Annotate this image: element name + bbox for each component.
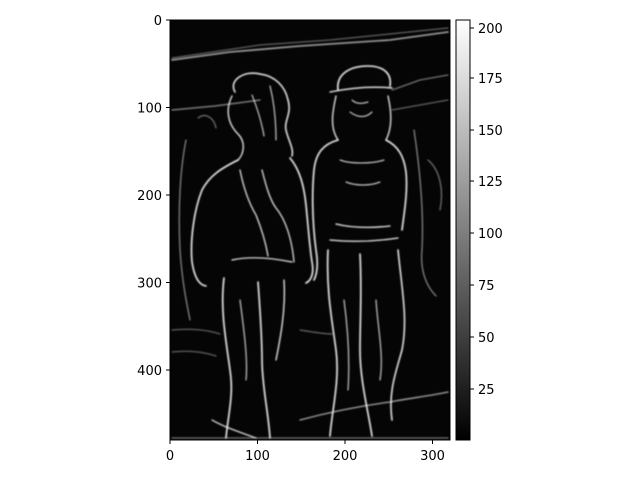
x-tick-label: 300 [420, 449, 445, 464]
image-axes-frame [169, 19, 451, 441]
y-tick-label: 0 [154, 14, 162, 29]
colorbar-gradient [455, 19, 471, 441]
y-tick-label: 200 [137, 189, 162, 204]
x-tick-label: 0 [166, 449, 174, 464]
x-axis: 0 100 200 300 [166, 440, 445, 464]
colorbar-tick-label: 100 [478, 227, 503, 242]
colorbar-tick-label: 75 [478, 279, 495, 294]
colorbar-tick-label: 50 [478, 331, 495, 346]
colorbar-tick-label: 25 [478, 383, 495, 398]
colorbar-tick-label: 200 [478, 22, 503, 37]
colorbar-tick-label: 150 [478, 124, 503, 139]
x-tick-label: 200 [333, 449, 358, 464]
edge-image [170, 20, 450, 440]
colorbar: 25 50 75 100 125 150 175 200 [455, 19, 503, 441]
colorbar-tick-label: 125 [478, 175, 503, 190]
colorbar-tick-label: 175 [478, 72, 503, 87]
y-tick-label: 400 [137, 364, 162, 379]
y-tick-label: 100 [137, 102, 162, 117]
y-axis: 0 100 200 300 400 [137, 14, 170, 379]
x-tick-label: 100 [245, 449, 270, 464]
y-tick-label: 300 [137, 277, 162, 292]
